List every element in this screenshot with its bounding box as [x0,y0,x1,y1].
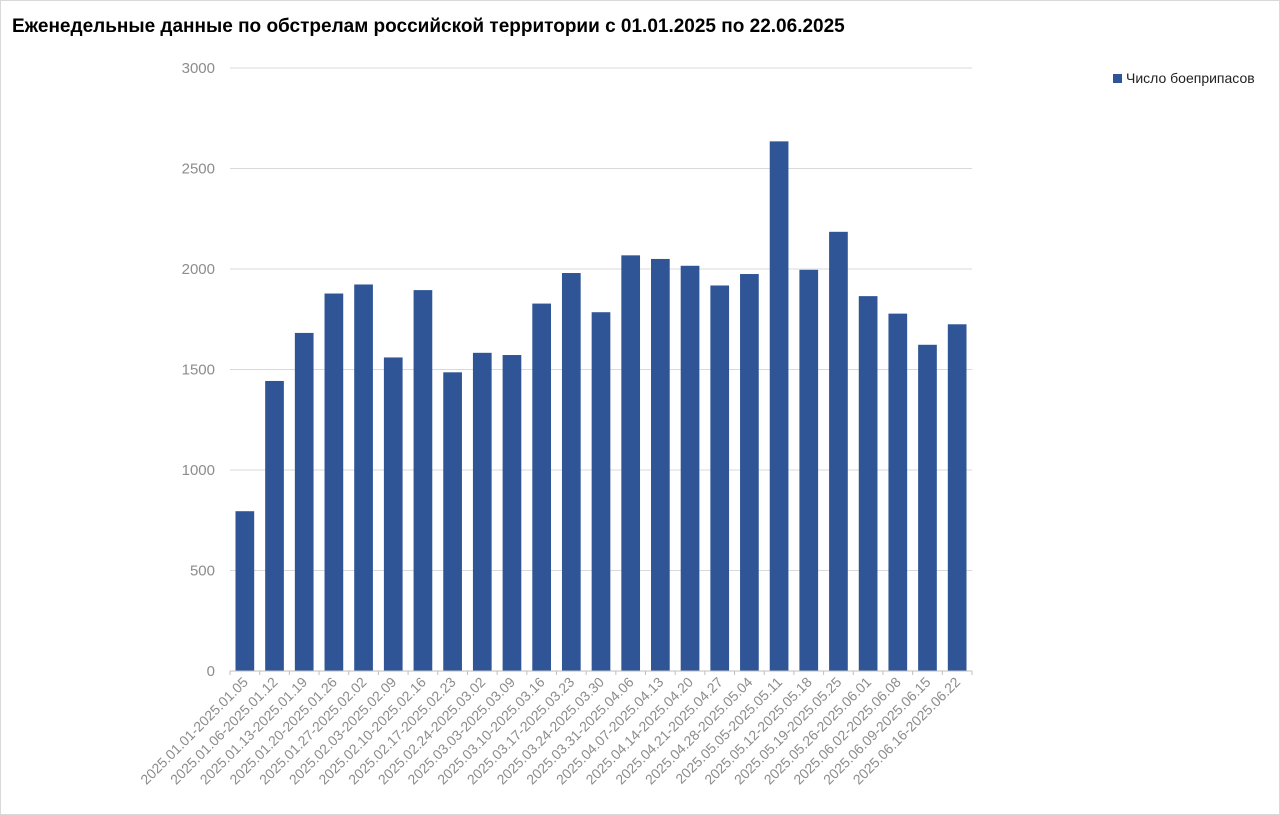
bar [888,313,908,671]
y-tick-label: 3000 [182,60,215,77]
chart-title: Еженедельные данные по обстрелам российс… [12,16,845,37]
y-tick-label: 500 [190,563,215,580]
x-axis [229,670,973,675]
bar [651,258,670,671]
legend-swatch [1113,73,1122,83]
bar [799,269,819,671]
bar [829,231,848,671]
bar [383,357,403,671]
bar [472,352,492,671]
y-tick-label: 0 [207,663,215,680]
legend-label: Число боеприпасов [1126,70,1255,86]
bar [413,290,433,671]
bar [502,355,522,671]
bars [235,141,967,672]
bar [947,324,967,671]
bar [710,285,730,671]
x-axis-tick-labels: 2025.01.01-2025.01.052025.01.06-2025.01.… [137,674,963,788]
bar [265,380,284,671]
legend: Число боеприпасов [1113,70,1255,86]
bar [858,296,878,671]
bar [918,344,937,671]
y-tick-label: 1500 [182,362,215,379]
y-axis-tick-labels: 0 500 1000 1500 2000 2500 3000 [182,60,215,680]
bar [621,255,641,671]
y-tick-label: 2500 [182,161,215,178]
bar [294,332,314,671]
bar [235,511,255,671]
bar [354,284,373,671]
y-tick-label: 1000 [182,462,215,479]
y-tick-label: 2000 [182,261,215,278]
bar [324,293,344,671]
bar [591,312,611,671]
bar [769,141,789,672]
bar [532,303,551,671]
bar [561,273,581,671]
bar [680,265,700,671]
bar [443,372,462,671]
bar [740,274,759,671]
